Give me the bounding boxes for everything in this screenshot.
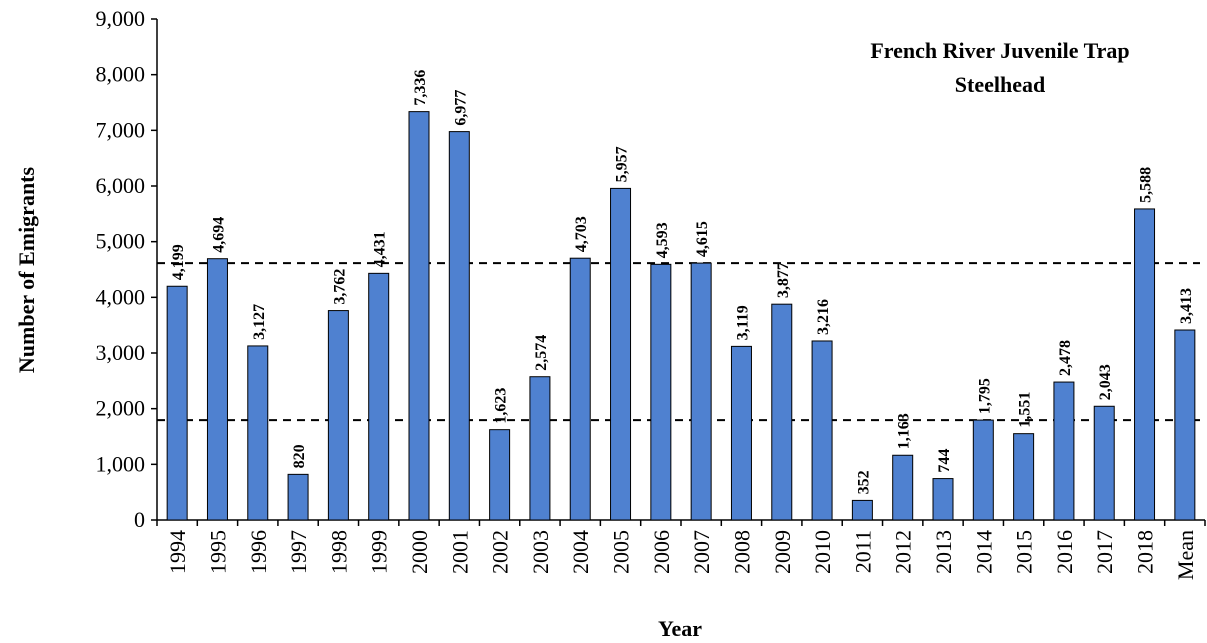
x-tick-label: 2016 [1052, 530, 1077, 574]
y-tick-label: 7,000 [96, 117, 146, 142]
bar [932, 478, 954, 521]
x-tick-label: 1996 [246, 530, 271, 574]
x-tick-label: 2003 [528, 530, 553, 574]
bar [851, 499, 873, 521]
x-tick-label: 2015 [1012, 530, 1037, 574]
y-tick-label: 8,000 [96, 62, 146, 87]
value-label: 1,163 [896, 413, 913, 449]
value-label: 2,574 [533, 335, 550, 371]
bar [730, 345, 752, 521]
value-label: 352 [855, 470, 872, 494]
bar [489, 429, 511, 521]
bar [569, 257, 591, 521]
y-tick-label: 1,000 [96, 451, 146, 476]
x-tick-label: 2008 [729, 530, 754, 574]
bar [892, 454, 914, 521]
value-label: 1,795 [976, 378, 993, 414]
value-label: 4,431 [372, 231, 389, 267]
value-label: 5,957 [614, 146, 631, 182]
y-axis-title: Number of Emigrants [14, 166, 39, 373]
x-tick-label: 1995 [205, 530, 230, 574]
bar [166, 285, 188, 521]
bar [368, 272, 390, 521]
x-tick-label: 2010 [810, 530, 835, 574]
y-tick-label: 0 [134, 507, 145, 532]
value-label: 3,127 [251, 304, 268, 340]
x-tick-label: 2017 [1092, 530, 1117, 574]
x-tick-label: 2018 [1133, 530, 1158, 574]
bar [1093, 405, 1115, 521]
bar [610, 187, 632, 521]
bar [247, 345, 269, 521]
bar [690, 262, 712, 521]
bar [529, 376, 551, 521]
value-label: 3,413 [1178, 288, 1195, 324]
bar [1053, 381, 1075, 521]
y-tick-label: 6,000 [96, 173, 146, 198]
bar [408, 111, 430, 521]
value-label: 4,593 [654, 222, 671, 258]
y-tick-label: 3,000 [96, 340, 146, 365]
x-tick-label: 2011 [850, 530, 875, 573]
y-tick-label: 5,000 [96, 229, 146, 254]
value-label: 3,119 [734, 305, 751, 340]
value-label: 3,216 [815, 299, 832, 335]
x-tick-label: 2004 [568, 530, 593, 574]
x-tick-label: 2005 [609, 530, 634, 574]
x-tick-label: 2006 [649, 530, 674, 574]
value-label: 744 [936, 449, 953, 473]
bar [1134, 208, 1156, 521]
x-tick-label: 1999 [367, 530, 392, 574]
x-tick-label: 1998 [326, 530, 351, 574]
bar [206, 258, 228, 521]
x-tick-label: 2012 [891, 530, 916, 574]
bar [650, 263, 672, 521]
value-label: 4,703 [573, 216, 590, 252]
x-tick-label: 2009 [770, 530, 795, 574]
value-label: 4,615 [694, 221, 711, 257]
value-label: 5,588 [1138, 167, 1155, 203]
value-label: 6,977 [452, 90, 469, 126]
value-label: 4,199 [170, 244, 187, 280]
value-label: 820 [291, 444, 308, 468]
y-tick-label: 2,000 [96, 396, 146, 421]
x-tick-label: 2002 [488, 530, 513, 574]
x-axis-title: Year [658, 616, 702, 641]
x-tick-label: 1994 [165, 530, 190, 574]
value-label: 7,336 [412, 70, 429, 106]
value-label: 1,623 [493, 388, 510, 424]
bar [972, 419, 994, 521]
chart-subtitle: Steelhead [955, 72, 1045, 97]
value-label: 2,478 [1057, 340, 1074, 376]
value-label: 4,694 [210, 217, 227, 253]
bar [1174, 329, 1196, 521]
y-tick-label: 4,000 [96, 284, 146, 309]
x-tick-label: 2000 [407, 530, 432, 574]
bar [771, 303, 793, 521]
y-tick-label: 9,000 [96, 6, 146, 31]
value-label: 3,877 [775, 262, 792, 298]
value-label: 1,551 [1017, 392, 1034, 428]
chart-title: French River Juvenile Trap [870, 38, 1129, 63]
bar [811, 340, 833, 521]
x-tick-label: 2007 [689, 530, 714, 574]
x-tick-label: 2013 [931, 530, 956, 574]
bar [287, 473, 309, 521]
bar [1013, 433, 1035, 521]
value-label: 2,043 [1097, 364, 1114, 400]
x-tick-label: 2014 [971, 530, 996, 574]
x-tick-label: 2001 [447, 530, 472, 574]
x-tick-label: Mean [1173, 530, 1198, 580]
bar [448, 131, 470, 521]
x-tick-label: 1997 [286, 530, 311, 574]
value-label: 3,762 [331, 269, 348, 305]
bar [327, 310, 349, 521]
